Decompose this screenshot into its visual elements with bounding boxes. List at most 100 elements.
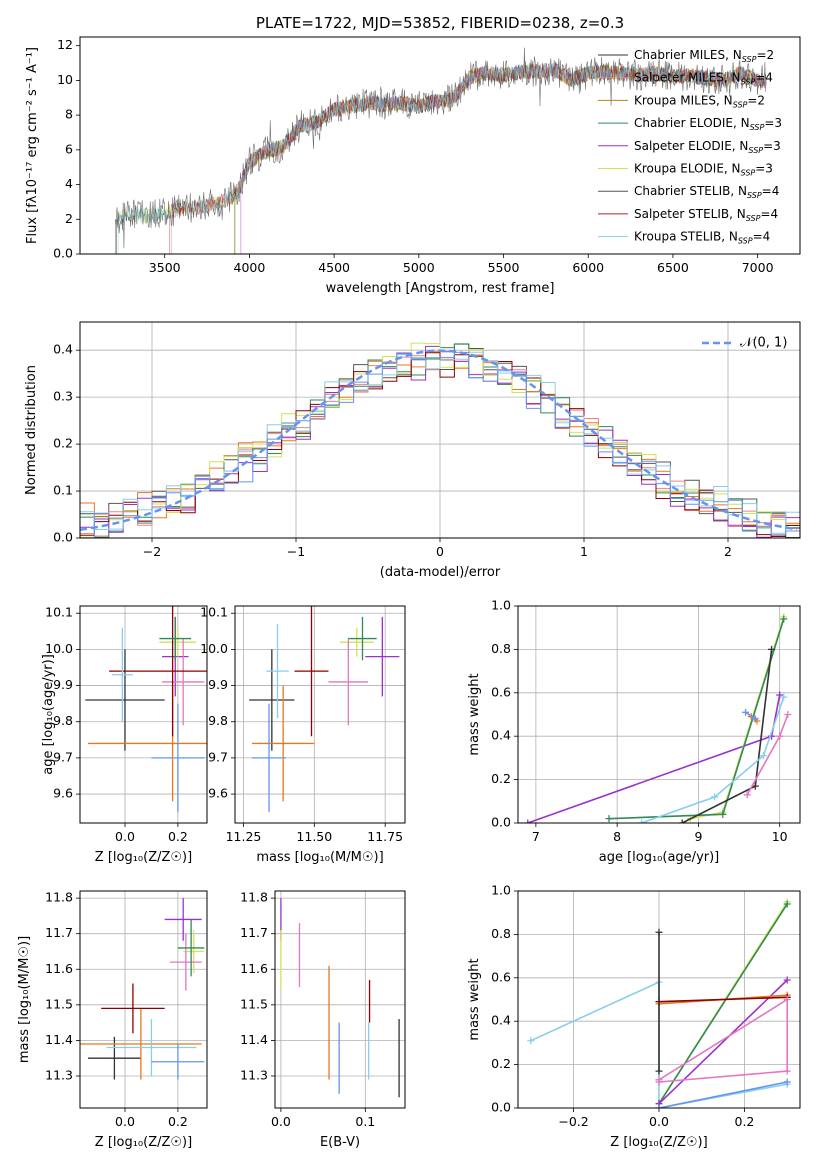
y-tick-label: 11.8 — [240, 890, 268, 905]
x-tick-label: 7000 — [742, 260, 774, 275]
mass-weight-point — [524, 819, 532, 823]
legend-label: Salpeter STELIB, NSSP=4 — [634, 206, 778, 222]
x-tick-label: 0.0 — [649, 1114, 669, 1129]
axes-frame — [79, 321, 801, 539]
residual-histogram — [80, 351, 800, 538]
x-tick-label: 6500 — [657, 260, 689, 275]
y-tick-label: 0.0 — [53, 246, 73, 261]
axes-frame — [234, 605, 406, 824]
x-tick-label: 11.75 — [367, 829, 403, 844]
y-tick-label: 0.0 — [53, 530, 73, 545]
y-tick-label: 10.0 — [45, 641, 73, 656]
y-tick-label: 0.0 — [491, 1100, 511, 1115]
mass-weight-line — [658, 998, 788, 1083]
mass-weight-line — [658, 1081, 788, 1108]
plot-area — [80, 898, 205, 1080]
spectrum-series-line — [116, 47, 766, 254]
mass-weight-point — [783, 976, 791, 984]
axes-frame — [274, 890, 406, 1109]
y-tick-label: 9.8 — [208, 713, 228, 728]
x-tick-label: 8 — [613, 829, 621, 844]
x-axis-label: wavelength [Angstrom, rest frame] — [326, 281, 555, 296]
residual-histogram — [80, 351, 800, 534]
y-tick-label: 0.6 — [491, 969, 511, 984]
legend-label: Salpeter MILES, NSSP=4 — [634, 70, 773, 86]
plot-area — [249, 606, 400, 813]
x-tick-label: 0.2 — [168, 829, 188, 844]
panel-weight_vs_Z: −0.2 0.0 0.2 0.0 0.2 0.4 0.6 0.8 1.0 Z [log₁₀(Z/Z… — [467, 883, 801, 1150]
x-tick-label: 5500 — [488, 260, 520, 275]
x-tick-label: 0.1 — [355, 1114, 375, 1129]
y-tick-label: 9.7 — [53, 749, 73, 764]
y-axis-label: Normed distribution — [24, 365, 39, 495]
y-tick-label: 11.5 — [240, 996, 268, 1011]
x-axis-label: Z [log₁₀(Z/Z☉)] — [95, 1135, 192, 1150]
x-tick-label: 0.0 — [115, 829, 135, 844]
y-tick-label: 0.2 — [491, 1056, 511, 1071]
spectrum-series-line — [117, 63, 767, 254]
x-tick-label: 0.0 — [115, 1114, 135, 1129]
normal-curve — [80, 349, 798, 532]
legend-label: Kroupa ELODIE, NSSP=3 — [634, 161, 773, 177]
y-tick-label: 11.8 — [45, 890, 73, 905]
y-tick-label: 11.6 — [240, 961, 268, 976]
mass-weight-point — [751, 715, 759, 723]
mass-weight-point — [751, 782, 759, 790]
mass-weight-point — [527, 1037, 535, 1045]
y-tick-label: 11.3 — [240, 1067, 268, 1082]
legend-label: 𝒩(0, 1) — [740, 336, 787, 351]
y-tick-label: 9.9 — [53, 677, 73, 692]
mass-weight-point — [655, 1104, 663, 1108]
mass-weight-point — [742, 708, 750, 716]
y-tick-label: 0.2 — [53, 436, 73, 451]
mass-weight-point — [776, 691, 784, 699]
mass-weight-point — [759, 752, 767, 760]
y-axis-label: mass weight — [467, 958, 482, 1040]
x-tick-label: −1 — [287, 544, 305, 559]
mass-weight-point — [743, 791, 751, 799]
legend-label: Chabrier ELODIE, NSSP=3 — [634, 116, 782, 132]
y-tick-label: 0.3 — [53, 389, 73, 404]
mass-weight-point — [783, 900, 791, 908]
mass-weight-point — [783, 996, 791, 1003]
mass-weight-point — [719, 810, 727, 818]
x-tick-label: 10 — [772, 829, 788, 844]
mass-weight-point — [605, 815, 613, 823]
y-tick-label: 0.4 — [491, 1013, 511, 1028]
plot-area — [527, 898, 791, 1108]
y-tick-label: 1.0 — [491, 598, 511, 613]
x-tick-label: 9 — [694, 829, 702, 844]
mass-weight-point — [780, 693, 788, 701]
x-tick-label: 4500 — [318, 260, 350, 275]
y-tick-label: 0.8 — [491, 641, 511, 656]
y-tick-label: 9.8 — [53, 713, 73, 728]
y-tick-label: 10 — [57, 72, 73, 87]
panel-age_vs_Z: 0.0 0.2 9.6 9.7 9.8 9.9 10.0 10.1 Z [log₁₀(Z/Z☉)… — [41, 605, 208, 865]
mass-weight-point — [780, 615, 788, 623]
axes-frame — [517, 605, 801, 824]
y-tick-label: 11.5 — [45, 996, 73, 1011]
x-axis-label: E(B-V) — [320, 1135, 360, 1150]
axes-frame — [79, 890, 208, 1109]
plot-area — [85, 606, 207, 813]
spectrum-legend: Chabrier MILES, NSSP=2 Salpeter MILES, NS… — [598, 48, 782, 245]
axes-frame — [517, 890, 801, 1109]
x-tick-label: 0.2 — [735, 1114, 755, 1129]
mass-weight-point — [784, 711, 792, 718]
y-tick-label: 9.6 — [53, 786, 73, 801]
x-tick-label: 2 — [724, 544, 732, 559]
y-tick-label: 11.7 — [45, 925, 73, 940]
axes-frame — [79, 605, 208, 824]
x-tick-label: 7 — [532, 829, 540, 844]
mass-weight-point — [655, 1078, 663, 1086]
y-tick-label: 10.1 — [200, 605, 228, 620]
y-tick-label: 11.6 — [45, 961, 73, 976]
plot-area — [80, 342, 800, 538]
y-tick-label: 2 — [65, 211, 73, 226]
panel-mass_vs_EBV: 0.0 0.1 11.3 11.4 11.5 11.6 11.7 11.8 E(B-V) — [240, 890, 406, 1150]
y-axis-label: mass weight — [467, 673, 482, 755]
y-axis-label: Flux [fλ10⁻¹⁷ erg cm⁻² s⁻¹ A⁻¹] — [25, 47, 40, 244]
y-tick-label: 9.7 — [208, 749, 228, 764]
y-axis-label: age [log₁₀(age/yr)] — [41, 654, 56, 775]
legend-label: Chabrier MILES, NSSP=2 — [634, 48, 774, 64]
